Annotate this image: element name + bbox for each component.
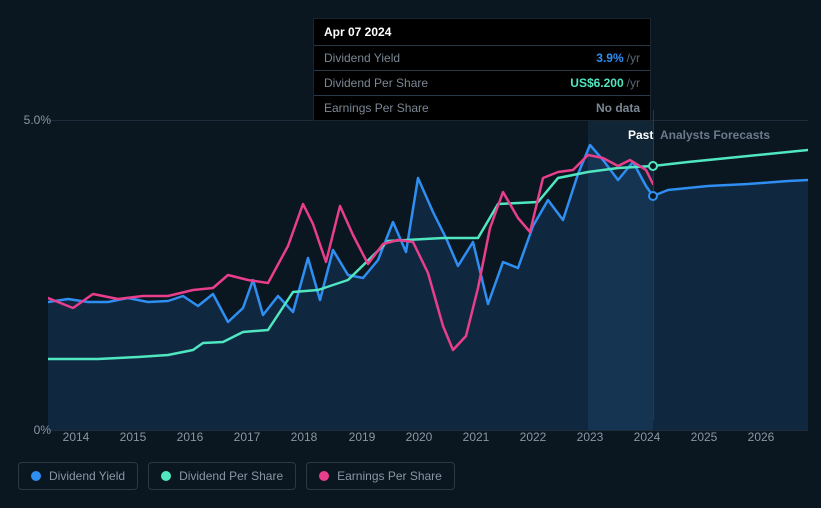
tooltip-key: Earnings Per Share bbox=[324, 101, 596, 115]
tooltip-value: 3.9%/yr bbox=[596, 51, 640, 65]
x-axis-tick-label: 2022 bbox=[520, 430, 547, 444]
x-axis-tick-label: 2025 bbox=[691, 430, 718, 444]
legend-label: Earnings Per Share bbox=[337, 469, 442, 483]
tooltip-key: Dividend Yield bbox=[324, 51, 596, 65]
tooltip-row: Dividend Per ShareUS$6.200/yr bbox=[314, 71, 650, 96]
y-axis-tick-label: 5.0% bbox=[11, 113, 51, 127]
x-axis-tick-label: 2026 bbox=[748, 430, 775, 444]
legend-item[interactable]: Dividend Yield bbox=[18, 462, 138, 490]
x-axis-tick-label: 2024 bbox=[634, 430, 661, 444]
legend-dot-icon bbox=[319, 471, 329, 481]
x-axis-tick-label: 2017 bbox=[234, 430, 261, 444]
tooltip-key: Dividend Per Share bbox=[324, 76, 570, 90]
region-label: Past bbox=[628, 128, 653, 142]
legend-label: Dividend Yield bbox=[49, 469, 125, 483]
tooltip-row: Earnings Per ShareNo data bbox=[314, 96, 650, 120]
past-forecast-divider bbox=[653, 110, 654, 420]
x-axis-tick-label: 2021 bbox=[463, 430, 490, 444]
chart-legend: Dividend Yield Dividend Per Share Earnings… bbox=[18, 462, 455, 490]
x-axis-tick-label: 2019 bbox=[349, 430, 376, 444]
region-label: Analysts Forecasts bbox=[660, 128, 770, 142]
x-axis-tick-label: 2018 bbox=[291, 430, 318, 444]
legend-item[interactable]: Earnings Per Share bbox=[306, 462, 455, 490]
y-axis-tick-label: 0% bbox=[11, 423, 51, 437]
legend-dot-icon bbox=[31, 471, 41, 481]
x-axis-tick-label: 2020 bbox=[406, 430, 433, 444]
x-axis-tick-label: 2023 bbox=[577, 430, 604, 444]
legend-item[interactable]: Dividend Per Share bbox=[148, 462, 296, 490]
tooltip-value: No data bbox=[596, 101, 640, 115]
tooltip-rows: Dividend Yield3.9%/yrDividend Per ShareU… bbox=[314, 46, 650, 120]
tooltip-date: Apr 07 2024 bbox=[314, 19, 650, 46]
chart-tooltip: Apr 07 2024 Dividend Yield3.9%/yrDividen… bbox=[313, 18, 651, 121]
x-axis-tick-label: 2015 bbox=[120, 430, 147, 444]
series-marker bbox=[648, 191, 658, 201]
legend-label: Dividend Per Share bbox=[179, 469, 283, 483]
series-marker bbox=[648, 161, 658, 171]
x-axis-tick-label: 2016 bbox=[177, 430, 204, 444]
tooltip-value: US$6.200/yr bbox=[570, 76, 640, 90]
x-axis-tick-label: 2014 bbox=[63, 430, 90, 444]
tooltip-row: Dividend Yield3.9%/yr bbox=[314, 46, 650, 71]
legend-dot-icon bbox=[161, 471, 171, 481]
